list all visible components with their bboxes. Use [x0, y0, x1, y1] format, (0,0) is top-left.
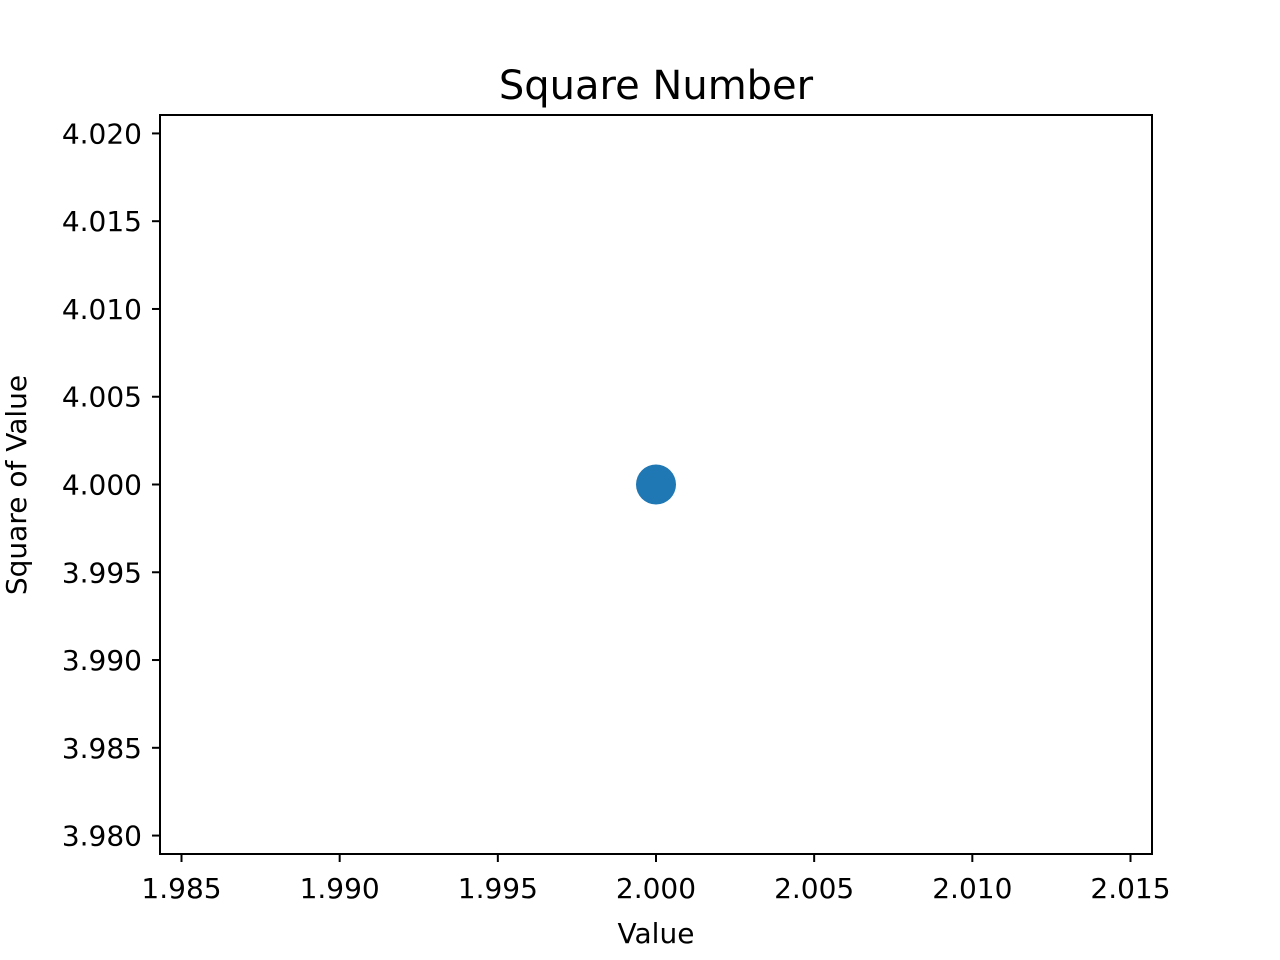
x-tick-label: 2.015 — [1090, 872, 1170, 905]
x-tick-label: 2.005 — [774, 872, 854, 905]
y-axis: 3.980 3.985 3.990 3.995 4.000 4.005 4.010 4.015… — [62, 117, 160, 853]
y-tick-label: 3.995 — [62, 556, 142, 589]
x-tick-label: 2.000 — [616, 872, 696, 905]
chart-title: Square Number — [499, 63, 814, 109]
y-tick-label: 4.010 — [62, 293, 142, 326]
x-tick-label: 1.995 — [458, 872, 538, 905]
y-tick-label: 4.015 — [62, 205, 142, 238]
x-tick-label: 1.990 — [300, 872, 380, 905]
data-points — [636, 464, 676, 505]
y-tick-label: 3.985 — [62, 732, 142, 765]
x-axis: 1.985 1.990 1.995 2.000 2.005 2.010 2.015 — [141, 854, 1171, 905]
y-axis-label: Square of Value — [0, 375, 33, 595]
y-tick-label: 4.020 — [62, 117, 142, 150]
x-tick-label: 2.010 — [932, 872, 1012, 905]
y-tick-label: 3.990 — [62, 644, 142, 677]
x-axis-label: Value — [618, 917, 695, 950]
x-tick-label: 1.985 — [141, 872, 221, 905]
y-tick-label: 4.000 — [62, 469, 142, 502]
y-tick-label: 4.005 — [62, 381, 142, 414]
y-tick-label: 3.980 — [62, 820, 142, 853]
data-point — [636, 464, 676, 505]
